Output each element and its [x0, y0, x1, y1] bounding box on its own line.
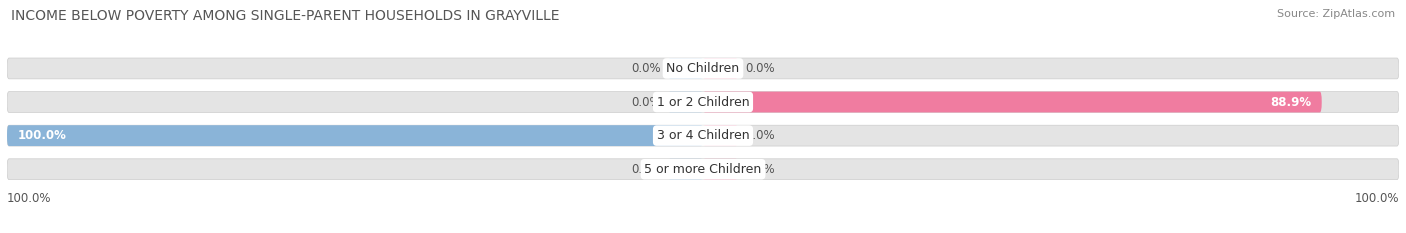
FancyBboxPatch shape — [703, 125, 738, 146]
FancyBboxPatch shape — [7, 58, 1399, 79]
FancyBboxPatch shape — [7, 159, 1399, 180]
FancyBboxPatch shape — [7, 125, 1399, 146]
Text: No Children: No Children — [666, 62, 740, 75]
FancyBboxPatch shape — [703, 159, 738, 180]
Text: 5 or more Children: 5 or more Children — [644, 163, 762, 176]
FancyBboxPatch shape — [703, 92, 1322, 113]
Text: 0.0%: 0.0% — [631, 62, 661, 75]
FancyBboxPatch shape — [703, 58, 738, 79]
Text: 100.0%: 100.0% — [7, 192, 52, 205]
Text: 3 or 4 Children: 3 or 4 Children — [657, 129, 749, 142]
Text: 0.0%: 0.0% — [745, 62, 775, 75]
Text: 0.0%: 0.0% — [745, 163, 775, 176]
Text: Source: ZipAtlas.com: Source: ZipAtlas.com — [1277, 9, 1395, 19]
FancyBboxPatch shape — [7, 125, 703, 146]
FancyBboxPatch shape — [668, 159, 703, 180]
Text: INCOME BELOW POVERTY AMONG SINGLE-PARENT HOUSEHOLDS IN GRAYVILLE: INCOME BELOW POVERTY AMONG SINGLE-PARENT… — [11, 9, 560, 23]
FancyBboxPatch shape — [668, 92, 703, 113]
Text: 0.0%: 0.0% — [631, 96, 661, 109]
FancyBboxPatch shape — [7, 92, 1399, 113]
Text: 100.0%: 100.0% — [17, 129, 66, 142]
Text: 0.0%: 0.0% — [631, 163, 661, 176]
Text: 0.0%: 0.0% — [745, 129, 775, 142]
Text: 1 or 2 Children: 1 or 2 Children — [657, 96, 749, 109]
FancyBboxPatch shape — [668, 58, 703, 79]
Text: 100.0%: 100.0% — [1354, 192, 1399, 205]
Text: 88.9%: 88.9% — [1270, 96, 1312, 109]
